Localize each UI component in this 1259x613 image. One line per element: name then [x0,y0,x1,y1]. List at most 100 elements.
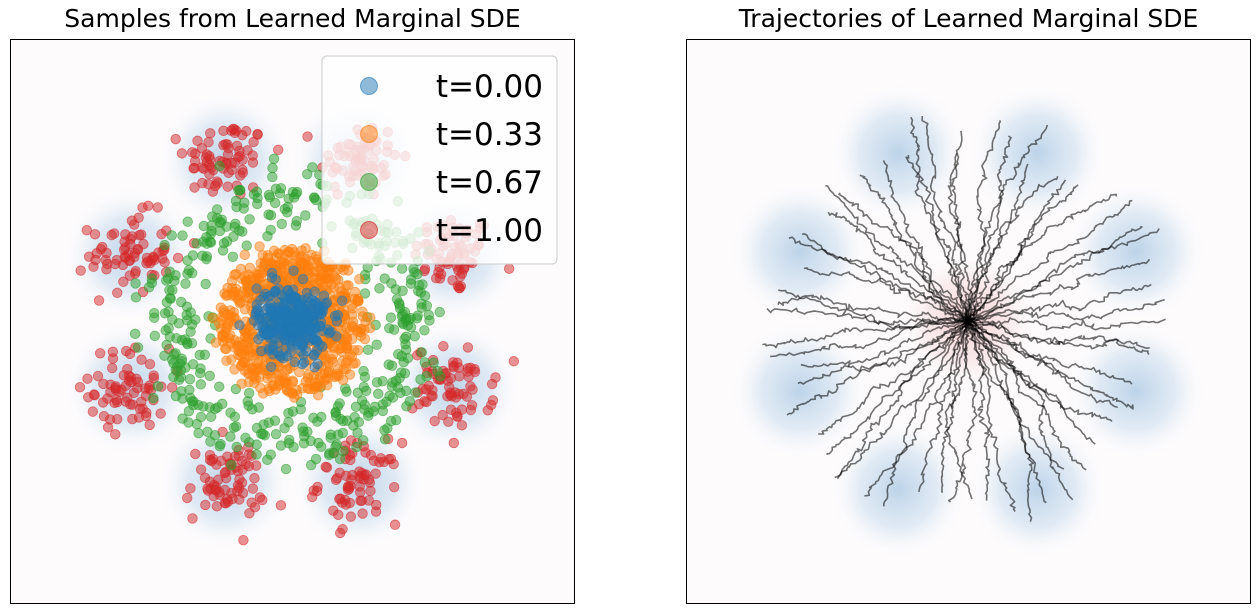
scatter-point [81,225,92,236]
trajectory-line [766,307,968,331]
scatter-point [284,323,296,335]
scatter-point [307,162,318,173]
scatter-point [183,405,195,417]
scatter-point [82,373,93,384]
scatter-point [308,350,320,361]
scatter-point [335,493,346,504]
trajectory-line [921,115,969,323]
scatter-point [442,391,453,402]
scatter-point [170,390,182,402]
trajectory-line [788,236,969,323]
trajectory-line [967,163,1029,326]
scatter-point [251,283,262,294]
scatter-point [204,168,215,180]
scatter-point [508,356,520,367]
scatter-point [191,418,203,430]
scatter-point [234,145,245,157]
scatter-point [177,413,188,424]
scatter-point [184,384,195,396]
scatter-point [332,274,344,285]
scatter-point [419,290,431,302]
scatter-point [268,153,280,164]
scatter-point [487,395,499,406]
scatter-point [270,286,281,297]
scatter-point [205,411,217,422]
scatter-point [298,325,309,336]
scatter-point [219,484,231,496]
scatter-point [87,406,99,417]
scatter-point [126,215,138,226]
scatter-point [321,297,333,308]
scatter-point [137,202,148,213]
scatter-point [204,150,215,162]
scatter-point [364,477,375,488]
scatter-point [309,362,320,373]
scatter-point [94,348,106,359]
scatter-point [236,378,247,389]
scatter-point [183,265,195,276]
scatter-point [357,508,368,519]
scatter-point [456,268,468,279]
samples-plot-svg: t=0.00 t=0.33 t=0.67 t=1.00 [10,39,575,604]
trajectory-line [968,228,1160,322]
trajectory-line [883,320,969,507]
scatter-point [194,367,206,379]
scatter-point [177,230,188,241]
scatter-point [184,373,196,385]
scatter-point [433,266,444,278]
scatter-point [435,371,446,382]
scatter-point [396,437,408,449]
scatter-point [240,337,251,348]
scatter-point [253,334,264,345]
scatter-point [221,236,233,247]
scatter-point [291,384,302,396]
scatter-point [75,265,86,276]
scatter-point [454,371,465,382]
scatter-point [262,312,273,323]
legend-marker [360,77,378,95]
scatter-point [307,306,318,318]
scatter-point [195,379,206,390]
scatter-point [180,278,191,289]
trajectory-line [837,321,970,479]
background-density [729,82,1207,560]
scatter-point [387,377,398,388]
left-chart-title: Samples from Learned Marginal SDE [64,4,521,33]
scatter-point [264,192,276,203]
scatter-point [190,448,201,460]
scatter-point [253,402,264,413]
scatter-point [89,229,101,240]
scatter-point [409,330,420,342]
scatter-point [266,361,277,373]
scatter-point [374,283,385,294]
trajectory-line [826,320,969,455]
scatter-point [330,407,341,418]
scatter-point [362,344,374,356]
scatter-point [152,202,163,213]
scatter-point [272,248,284,259]
scatter-point [263,209,274,220]
scatter-point [226,354,237,365]
scatter-point [182,216,193,227]
scatter-point [217,245,229,256]
scatter-point [384,390,395,402]
scatter-point [200,278,211,290]
scatter-point [205,128,216,139]
scatter-point [295,303,307,314]
scatter-point [419,357,430,368]
scatter-point [344,369,356,380]
scatter-point [225,338,236,349]
scatter-point [262,231,273,242]
scatter-point [246,497,257,508]
scatter-point [332,310,343,321]
scatter-point [112,287,123,298]
scatter-point [176,148,188,159]
scatter-point [190,148,201,159]
scatter-point [233,482,245,493]
scatter-point [257,428,269,440]
scatter-point [234,320,245,331]
density-blob [967,82,1108,223]
trajectory-line [834,320,970,479]
scatter-point [123,370,135,382]
scatter-point [246,362,258,374]
